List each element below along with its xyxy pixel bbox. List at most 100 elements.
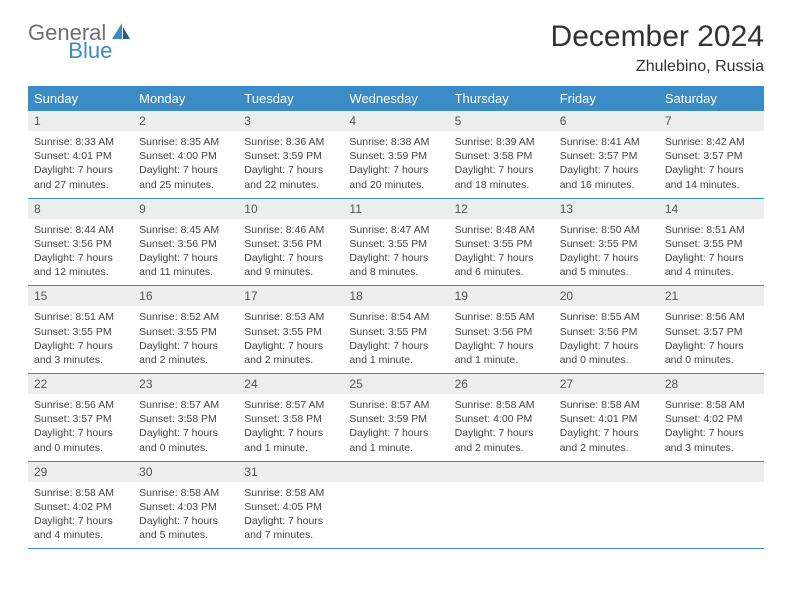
sunset-line: Sunset: 3:57 PM <box>34 412 127 426</box>
daylight-line: Daylight: 7 hours and 22 minutes. <box>244 163 337 191</box>
calendar-day-cell: 25Sunrise: 8:57 AMSunset: 3:59 PMDayligh… <box>343 374 448 462</box>
sunset-line: Sunset: 3:55 PM <box>560 237 653 251</box>
sunrise-line: Sunrise: 8:55 AM <box>560 310 653 324</box>
daylight-line: Daylight: 7 hours and 3 minutes. <box>34 339 127 367</box>
calendar-day-cell: 28Sunrise: 8:58 AMSunset: 4:02 PMDayligh… <box>659 374 764 462</box>
calendar-day-cell: 14Sunrise: 8:51 AMSunset: 3:55 PMDayligh… <box>659 198 764 286</box>
sunrise-line: Sunrise: 8:44 AM <box>34 223 127 237</box>
calendar-day-cell: 13Sunrise: 8:50 AMSunset: 3:55 PMDayligh… <box>554 198 659 286</box>
day-content: Sunrise: 8:57 AMSunset: 3:59 PMDaylight:… <box>343 394 448 461</box>
calendar-day-cell: 12Sunrise: 8:48 AMSunset: 3:55 PMDayligh… <box>449 198 554 286</box>
calendar-day-cell: 31Sunrise: 8:58 AMSunset: 4:05 PMDayligh… <box>238 461 343 549</box>
day-number: 29 <box>28 462 133 482</box>
sunset-line: Sunset: 3:56 PM <box>560 325 653 339</box>
sunrise-line: Sunrise: 8:58 AM <box>455 398 548 412</box>
day-number: 21 <box>659 286 764 306</box>
day-number: 9 <box>133 199 238 219</box>
day-content: Sunrise: 8:57 AMSunset: 3:58 PMDaylight:… <box>133 394 238 461</box>
daylight-line: Daylight: 7 hours and 0 minutes. <box>139 426 232 454</box>
day-content: Sunrise: 8:51 AMSunset: 3:55 PMDaylight:… <box>659 219 764 286</box>
day-number: 2 <box>133 111 238 131</box>
calendar-day-cell: 7Sunrise: 8:42 AMSunset: 3:57 PMDaylight… <box>659 111 764 198</box>
calendar-day-cell: 6Sunrise: 8:41 AMSunset: 3:57 PMDaylight… <box>554 111 659 198</box>
sunset-line: Sunset: 3:57 PM <box>560 149 653 163</box>
day-number: 27 <box>554 374 659 394</box>
daylight-line: Daylight: 7 hours and 1 minute. <box>244 426 337 454</box>
day-content: Sunrise: 8:55 AMSunset: 3:56 PMDaylight:… <box>554 306 659 373</box>
day-number: 15 <box>28 286 133 306</box>
sunrise-line: Sunrise: 8:53 AM <box>244 310 337 324</box>
calendar-day-cell <box>343 461 448 549</box>
sunset-line: Sunset: 3:58 PM <box>139 412 232 426</box>
daylight-line: Daylight: 7 hours and 0 minutes. <box>560 339 653 367</box>
calendar-day-cell: 21Sunrise: 8:56 AMSunset: 3:57 PMDayligh… <box>659 286 764 374</box>
calendar-table: Sunday Monday Tuesday Wednesday Thursday… <box>28 86 764 549</box>
sunrise-line: Sunrise: 8:57 AM <box>244 398 337 412</box>
daylight-line: Daylight: 7 hours and 5 minutes. <box>139 514 232 542</box>
calendar-week-row: 29Sunrise: 8:58 AMSunset: 4:02 PMDayligh… <box>28 461 764 549</box>
empty-day-header <box>659 462 764 482</box>
daylight-line: Daylight: 7 hours and 1 minute. <box>455 339 548 367</box>
sunset-line: Sunset: 3:55 PM <box>244 325 337 339</box>
calendar-day-cell: 23Sunrise: 8:57 AMSunset: 3:58 PMDayligh… <box>133 374 238 462</box>
day-content: Sunrise: 8:58 AMSunset: 4:05 PMDaylight:… <box>238 482 343 549</box>
day-number: 14 <box>659 199 764 219</box>
calendar-day-cell: 9Sunrise: 8:45 AMSunset: 3:56 PMDaylight… <box>133 198 238 286</box>
day-number: 25 <box>343 374 448 394</box>
day-number: 13 <box>554 199 659 219</box>
sunrise-line: Sunrise: 8:46 AM <box>244 223 337 237</box>
empty-day-content <box>449 482 554 542</box>
daylight-line: Daylight: 7 hours and 9 minutes. <box>244 251 337 279</box>
day-number: 5 <box>449 111 554 131</box>
sunrise-line: Sunrise: 8:33 AM <box>34 135 127 149</box>
day-content: Sunrise: 8:33 AMSunset: 4:01 PMDaylight:… <box>28 131 133 198</box>
day-number: 30 <box>133 462 238 482</box>
sunset-line: Sunset: 3:55 PM <box>455 237 548 251</box>
sunrise-line: Sunrise: 8:58 AM <box>34 486 127 500</box>
calendar-day-cell <box>554 461 659 549</box>
day-content: Sunrise: 8:53 AMSunset: 3:55 PMDaylight:… <box>238 306 343 373</box>
sunrise-line: Sunrise: 8:41 AM <box>560 135 653 149</box>
day-content: Sunrise: 8:55 AMSunset: 3:56 PMDaylight:… <box>449 306 554 373</box>
day-number: 4 <box>343 111 448 131</box>
empty-day-header <box>554 462 659 482</box>
sunset-line: Sunset: 3:55 PM <box>349 325 442 339</box>
day-content: Sunrise: 8:50 AMSunset: 3:55 PMDaylight:… <box>554 219 659 286</box>
calendar-day-cell: 29Sunrise: 8:58 AMSunset: 4:02 PMDayligh… <box>28 461 133 549</box>
sunset-line: Sunset: 3:55 PM <box>665 237 758 251</box>
sunset-line: Sunset: 4:02 PM <box>665 412 758 426</box>
day-number: 20 <box>554 286 659 306</box>
sunset-line: Sunset: 4:02 PM <box>34 500 127 514</box>
sunrise-line: Sunrise: 8:57 AM <box>349 398 442 412</box>
day-content: Sunrise: 8:38 AMSunset: 3:59 PMDaylight:… <box>343 131 448 198</box>
sunrise-line: Sunrise: 8:38 AM <box>349 135 442 149</box>
header: General Blue December 2024 Zhulebino, Ru… <box>28 20 764 76</box>
daylight-line: Daylight: 7 hours and 0 minutes. <box>34 426 127 454</box>
sunrise-line: Sunrise: 8:50 AM <box>560 223 653 237</box>
calendar-day-cell: 2Sunrise: 8:35 AMSunset: 4:00 PMDaylight… <box>133 111 238 198</box>
day-content: Sunrise: 8:42 AMSunset: 3:57 PMDaylight:… <box>659 131 764 198</box>
day-number: 18 <box>343 286 448 306</box>
calendar-week-row: 22Sunrise: 8:56 AMSunset: 3:57 PMDayligh… <box>28 374 764 462</box>
empty-day-content <box>343 482 448 542</box>
day-number: 6 <box>554 111 659 131</box>
daylight-line: Daylight: 7 hours and 1 minute. <box>349 426 442 454</box>
sunrise-line: Sunrise: 8:55 AM <box>455 310 548 324</box>
day-header-row: Sunday Monday Tuesday Wednesday Thursday… <box>28 86 764 111</box>
sunrise-line: Sunrise: 8:57 AM <box>139 398 232 412</box>
sunrise-line: Sunrise: 8:58 AM <box>244 486 337 500</box>
day-content: Sunrise: 8:52 AMSunset: 3:55 PMDaylight:… <box>133 306 238 373</box>
daylight-line: Daylight: 7 hours and 1 minute. <box>349 339 442 367</box>
day-header: Monday <box>133 86 238 111</box>
day-content: Sunrise: 8:41 AMSunset: 3:57 PMDaylight:… <box>554 131 659 198</box>
daylight-line: Daylight: 7 hours and 20 minutes. <box>349 163 442 191</box>
calendar-day-cell: 26Sunrise: 8:58 AMSunset: 4:00 PMDayligh… <box>449 374 554 462</box>
calendar-day-cell: 4Sunrise: 8:38 AMSunset: 3:59 PMDaylight… <box>343 111 448 198</box>
day-content: Sunrise: 8:48 AMSunset: 3:55 PMDaylight:… <box>449 219 554 286</box>
daylight-line: Daylight: 7 hours and 5 minutes. <box>560 251 653 279</box>
sunrise-line: Sunrise: 8:35 AM <box>139 135 232 149</box>
sunset-line: Sunset: 4:05 PM <box>244 500 337 514</box>
logo-sail-icon <box>110 21 132 46</box>
daylight-line: Daylight: 7 hours and 2 minutes. <box>139 339 232 367</box>
calendar-day-cell: 17Sunrise: 8:53 AMSunset: 3:55 PMDayligh… <box>238 286 343 374</box>
